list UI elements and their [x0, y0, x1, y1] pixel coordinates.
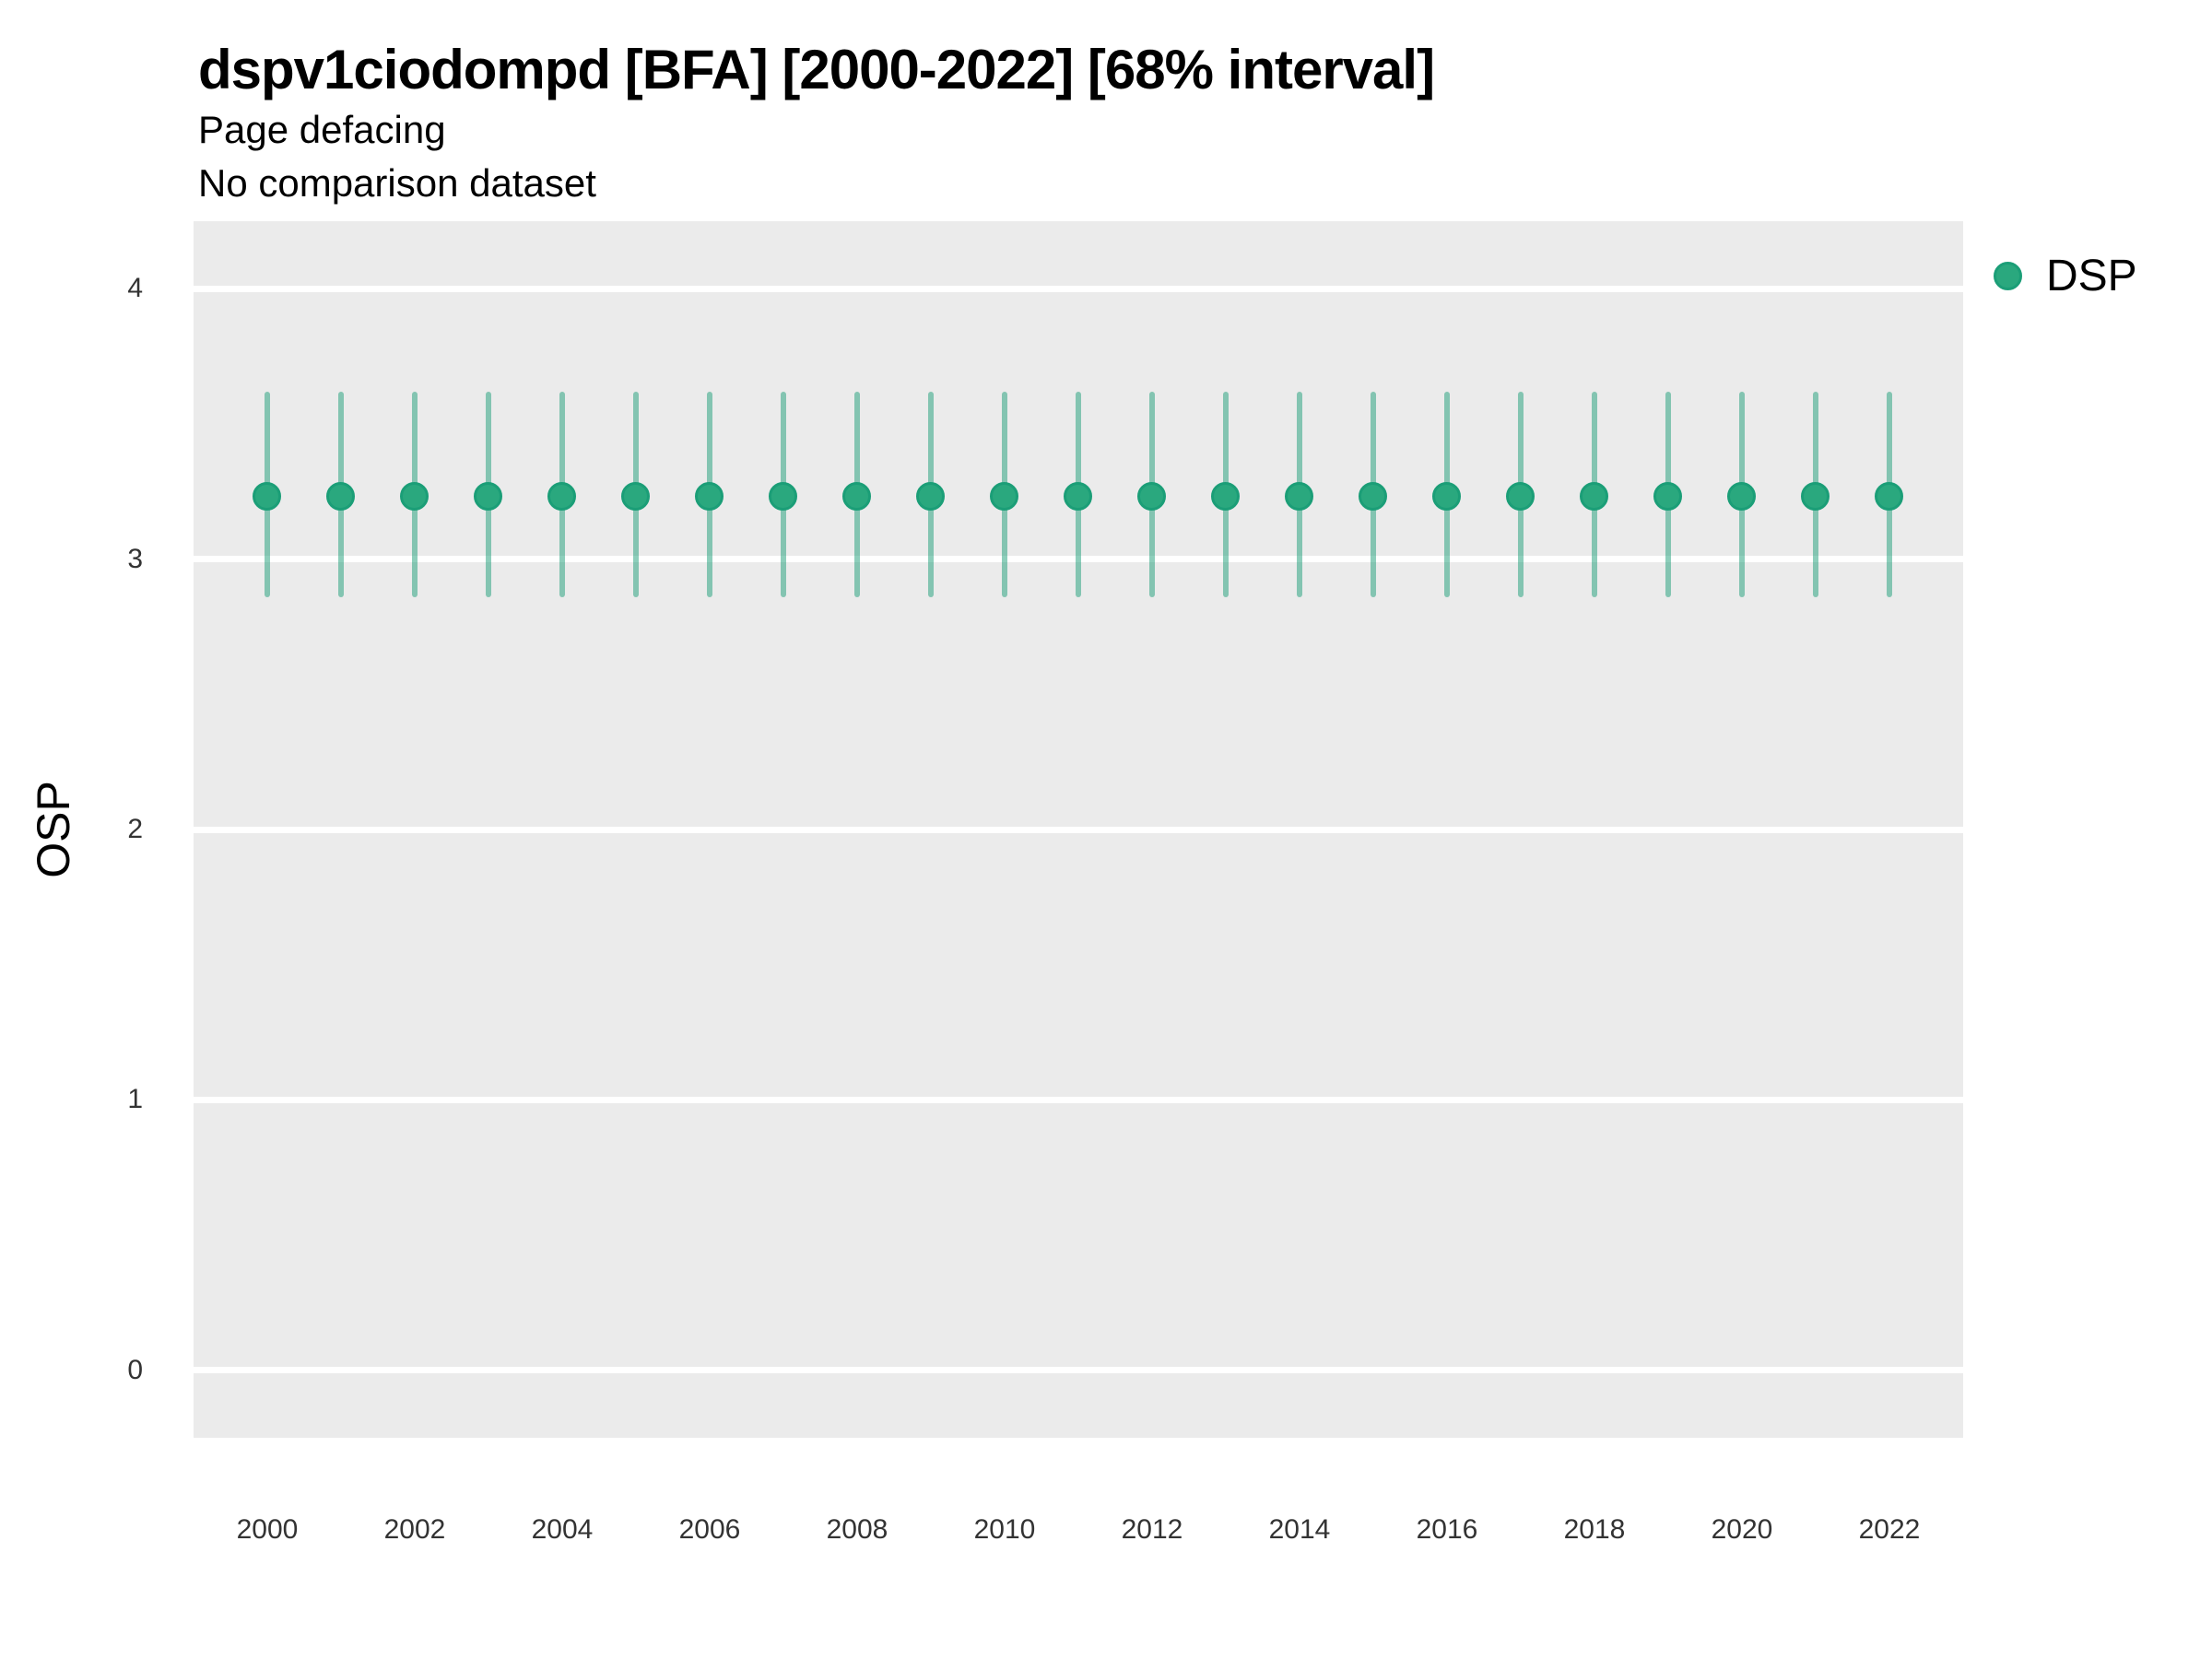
x-tick-label: 2016: [1416, 1514, 1478, 1545]
gridline-y-0: [194, 1367, 1963, 1374]
x-tick-label: 2008: [826, 1514, 888, 1545]
y-tick-label: 1: [127, 1084, 143, 1115]
x-tick-label: 2004: [531, 1514, 594, 1545]
y-tick-label: 0: [127, 1354, 143, 1385]
legend-point-icon: [1994, 261, 2022, 290]
gridline-y-4: [194, 285, 1963, 292]
x-tick-label: 2022: [1858, 1514, 1921, 1545]
x-tick-label: 2010: [973, 1514, 1036, 1545]
point-marker: [1137, 482, 1166, 512]
point-marker: [1359, 482, 1387, 512]
y-tick-label: 4: [127, 273, 143, 304]
point-marker: [547, 482, 576, 512]
point-marker: [1653, 482, 1682, 512]
gridline-y-1: [194, 1096, 1963, 1103]
x-tick-label: 2002: [383, 1514, 446, 1545]
point-marker: [916, 482, 945, 512]
point-marker: [621, 482, 650, 512]
x-tick-label: 2000: [236, 1514, 299, 1545]
x-tick-label: 2014: [1268, 1514, 1331, 1545]
chart-title: dspv1ciodompd [BFA] [2000-2022] [68% int…: [198, 39, 1435, 100]
point-marker: [1064, 482, 1092, 512]
point-marker: [326, 482, 355, 512]
point-marker: [1727, 482, 1756, 512]
point-marker: [842, 482, 871, 512]
point-marker: [1432, 482, 1461, 512]
point-marker: [474, 482, 502, 512]
point-marker: [253, 482, 281, 512]
plot-panel: [194, 221, 1963, 1438]
x-tick-label: 2018: [1563, 1514, 1626, 1545]
point-marker: [769, 482, 797, 512]
x-tick-label: 2020: [1711, 1514, 1773, 1545]
point-marker: [1580, 482, 1608, 512]
x-tick-label: 2012: [1121, 1514, 1183, 1545]
chart-subtitle: Page defacing: [198, 108, 446, 151]
point-marker: [1211, 482, 1240, 512]
gridline-y-2: [194, 826, 1963, 833]
legend: DSP: [1994, 247, 2137, 304]
legend-label: DSP: [2046, 251, 2137, 300]
point-marker: [1285, 482, 1313, 512]
y-tick-label: 2: [127, 814, 143, 844]
point-marker: [1506, 482, 1535, 512]
point-marker: [695, 482, 724, 512]
x-tick-label: 2006: [678, 1514, 741, 1545]
chart-subtitle-2: No comparison dataset: [198, 161, 596, 205]
point-marker: [400, 482, 429, 512]
y-tick-label: 3: [127, 543, 143, 574]
point-marker: [1875, 482, 1903, 512]
point-marker: [1801, 482, 1830, 512]
point-marker: [990, 482, 1018, 512]
